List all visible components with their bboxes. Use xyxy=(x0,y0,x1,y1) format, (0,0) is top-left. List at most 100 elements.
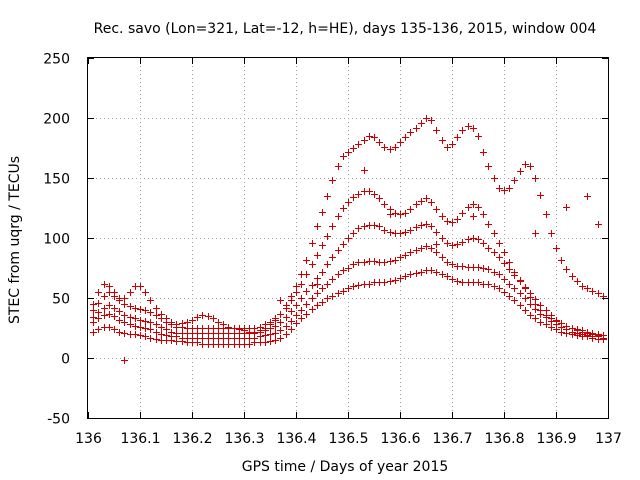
data-point xyxy=(329,276,336,283)
data-point xyxy=(340,288,347,295)
data-point xyxy=(314,302,321,309)
data-point xyxy=(366,281,373,288)
data-point xyxy=(428,267,435,274)
data-point xyxy=(413,270,420,277)
data-point xyxy=(90,301,97,308)
data-point xyxy=(340,267,347,274)
data-point xyxy=(189,317,196,324)
data-point xyxy=(101,293,108,300)
data-point xyxy=(423,195,430,202)
data-point xyxy=(475,133,482,140)
data-point xyxy=(283,331,290,338)
data-point xyxy=(413,201,420,208)
data-point xyxy=(584,285,591,292)
y-tick-label: -50 xyxy=(47,412,70,428)
data-point xyxy=(376,223,383,230)
data-point xyxy=(553,318,560,325)
data-point xyxy=(272,337,279,344)
data-point xyxy=(101,312,108,319)
data-point xyxy=(121,319,128,326)
data-point xyxy=(127,303,134,310)
y-tick-label: 50 xyxy=(52,292,70,308)
data-point xyxy=(127,314,134,321)
data-point xyxy=(485,163,492,170)
data-point xyxy=(303,301,310,308)
data-point xyxy=(324,233,331,240)
point-group xyxy=(90,115,607,336)
data-point xyxy=(511,177,518,184)
x-tick-label: 136 xyxy=(75,431,102,447)
data-point xyxy=(158,324,165,331)
data-point xyxy=(101,305,108,312)
data-point xyxy=(153,336,160,343)
data-point xyxy=(376,139,383,146)
data-point xyxy=(563,204,570,211)
data-point xyxy=(137,306,144,313)
data-point xyxy=(397,254,404,261)
data-point xyxy=(137,332,144,339)
data-point xyxy=(428,223,435,230)
data-point xyxy=(433,269,440,276)
data-point xyxy=(418,245,425,252)
data-point xyxy=(449,219,456,226)
data-point xyxy=(236,326,243,333)
data-point xyxy=(293,289,300,296)
data-point xyxy=(132,323,139,330)
data-point xyxy=(335,271,342,278)
data-point xyxy=(553,245,560,252)
data-point xyxy=(454,278,461,285)
data-point xyxy=(517,168,524,175)
x-tick-label: 136.9 xyxy=(536,431,576,447)
data-point xyxy=(355,259,362,266)
data-point xyxy=(262,325,269,332)
data-point xyxy=(147,319,154,326)
data-point xyxy=(106,324,113,331)
data-point xyxy=(199,312,206,319)
data-point xyxy=(475,236,482,243)
data-point xyxy=(179,320,186,327)
data-point xyxy=(595,221,602,228)
data-point xyxy=(418,269,425,276)
data-point xyxy=(132,305,139,312)
data-point xyxy=(459,279,466,286)
data-point xyxy=(558,320,565,327)
data-point xyxy=(506,293,513,300)
data-point xyxy=(147,326,154,333)
data-point xyxy=(95,300,102,307)
data-point xyxy=(449,141,456,148)
data-point xyxy=(387,211,394,218)
data-point xyxy=(511,297,518,304)
data-point xyxy=(579,283,586,290)
data-point xyxy=(366,188,373,195)
data-point xyxy=(465,236,472,243)
data-point xyxy=(324,295,331,302)
data-point xyxy=(407,249,414,256)
data-point xyxy=(517,277,524,284)
data-point xyxy=(329,254,336,261)
data-point xyxy=(298,281,305,288)
x-tick-labels: 136 136.1 136.2 136.3 136.4 136.5 136.6 136.7 13… xyxy=(75,431,622,447)
data-point xyxy=(288,326,295,333)
data-point xyxy=(142,307,149,314)
data-point xyxy=(371,134,378,141)
data-point xyxy=(314,281,321,288)
data-point xyxy=(491,269,498,276)
data-point xyxy=(397,275,404,282)
data-point xyxy=(381,279,388,286)
data-point xyxy=(532,315,539,322)
data-point xyxy=(387,258,394,265)
data-point xyxy=(459,127,466,134)
data-point xyxy=(314,252,321,259)
data-point xyxy=(444,259,451,266)
data-point xyxy=(319,209,326,216)
data-point xyxy=(163,332,170,339)
data-point xyxy=(543,312,550,319)
data-point xyxy=(288,293,295,300)
data-point xyxy=(340,241,347,248)
data-point xyxy=(449,261,456,268)
data-point xyxy=(241,327,248,334)
data-point xyxy=(491,283,498,290)
data-point xyxy=(168,329,175,336)
data-point xyxy=(433,206,440,213)
